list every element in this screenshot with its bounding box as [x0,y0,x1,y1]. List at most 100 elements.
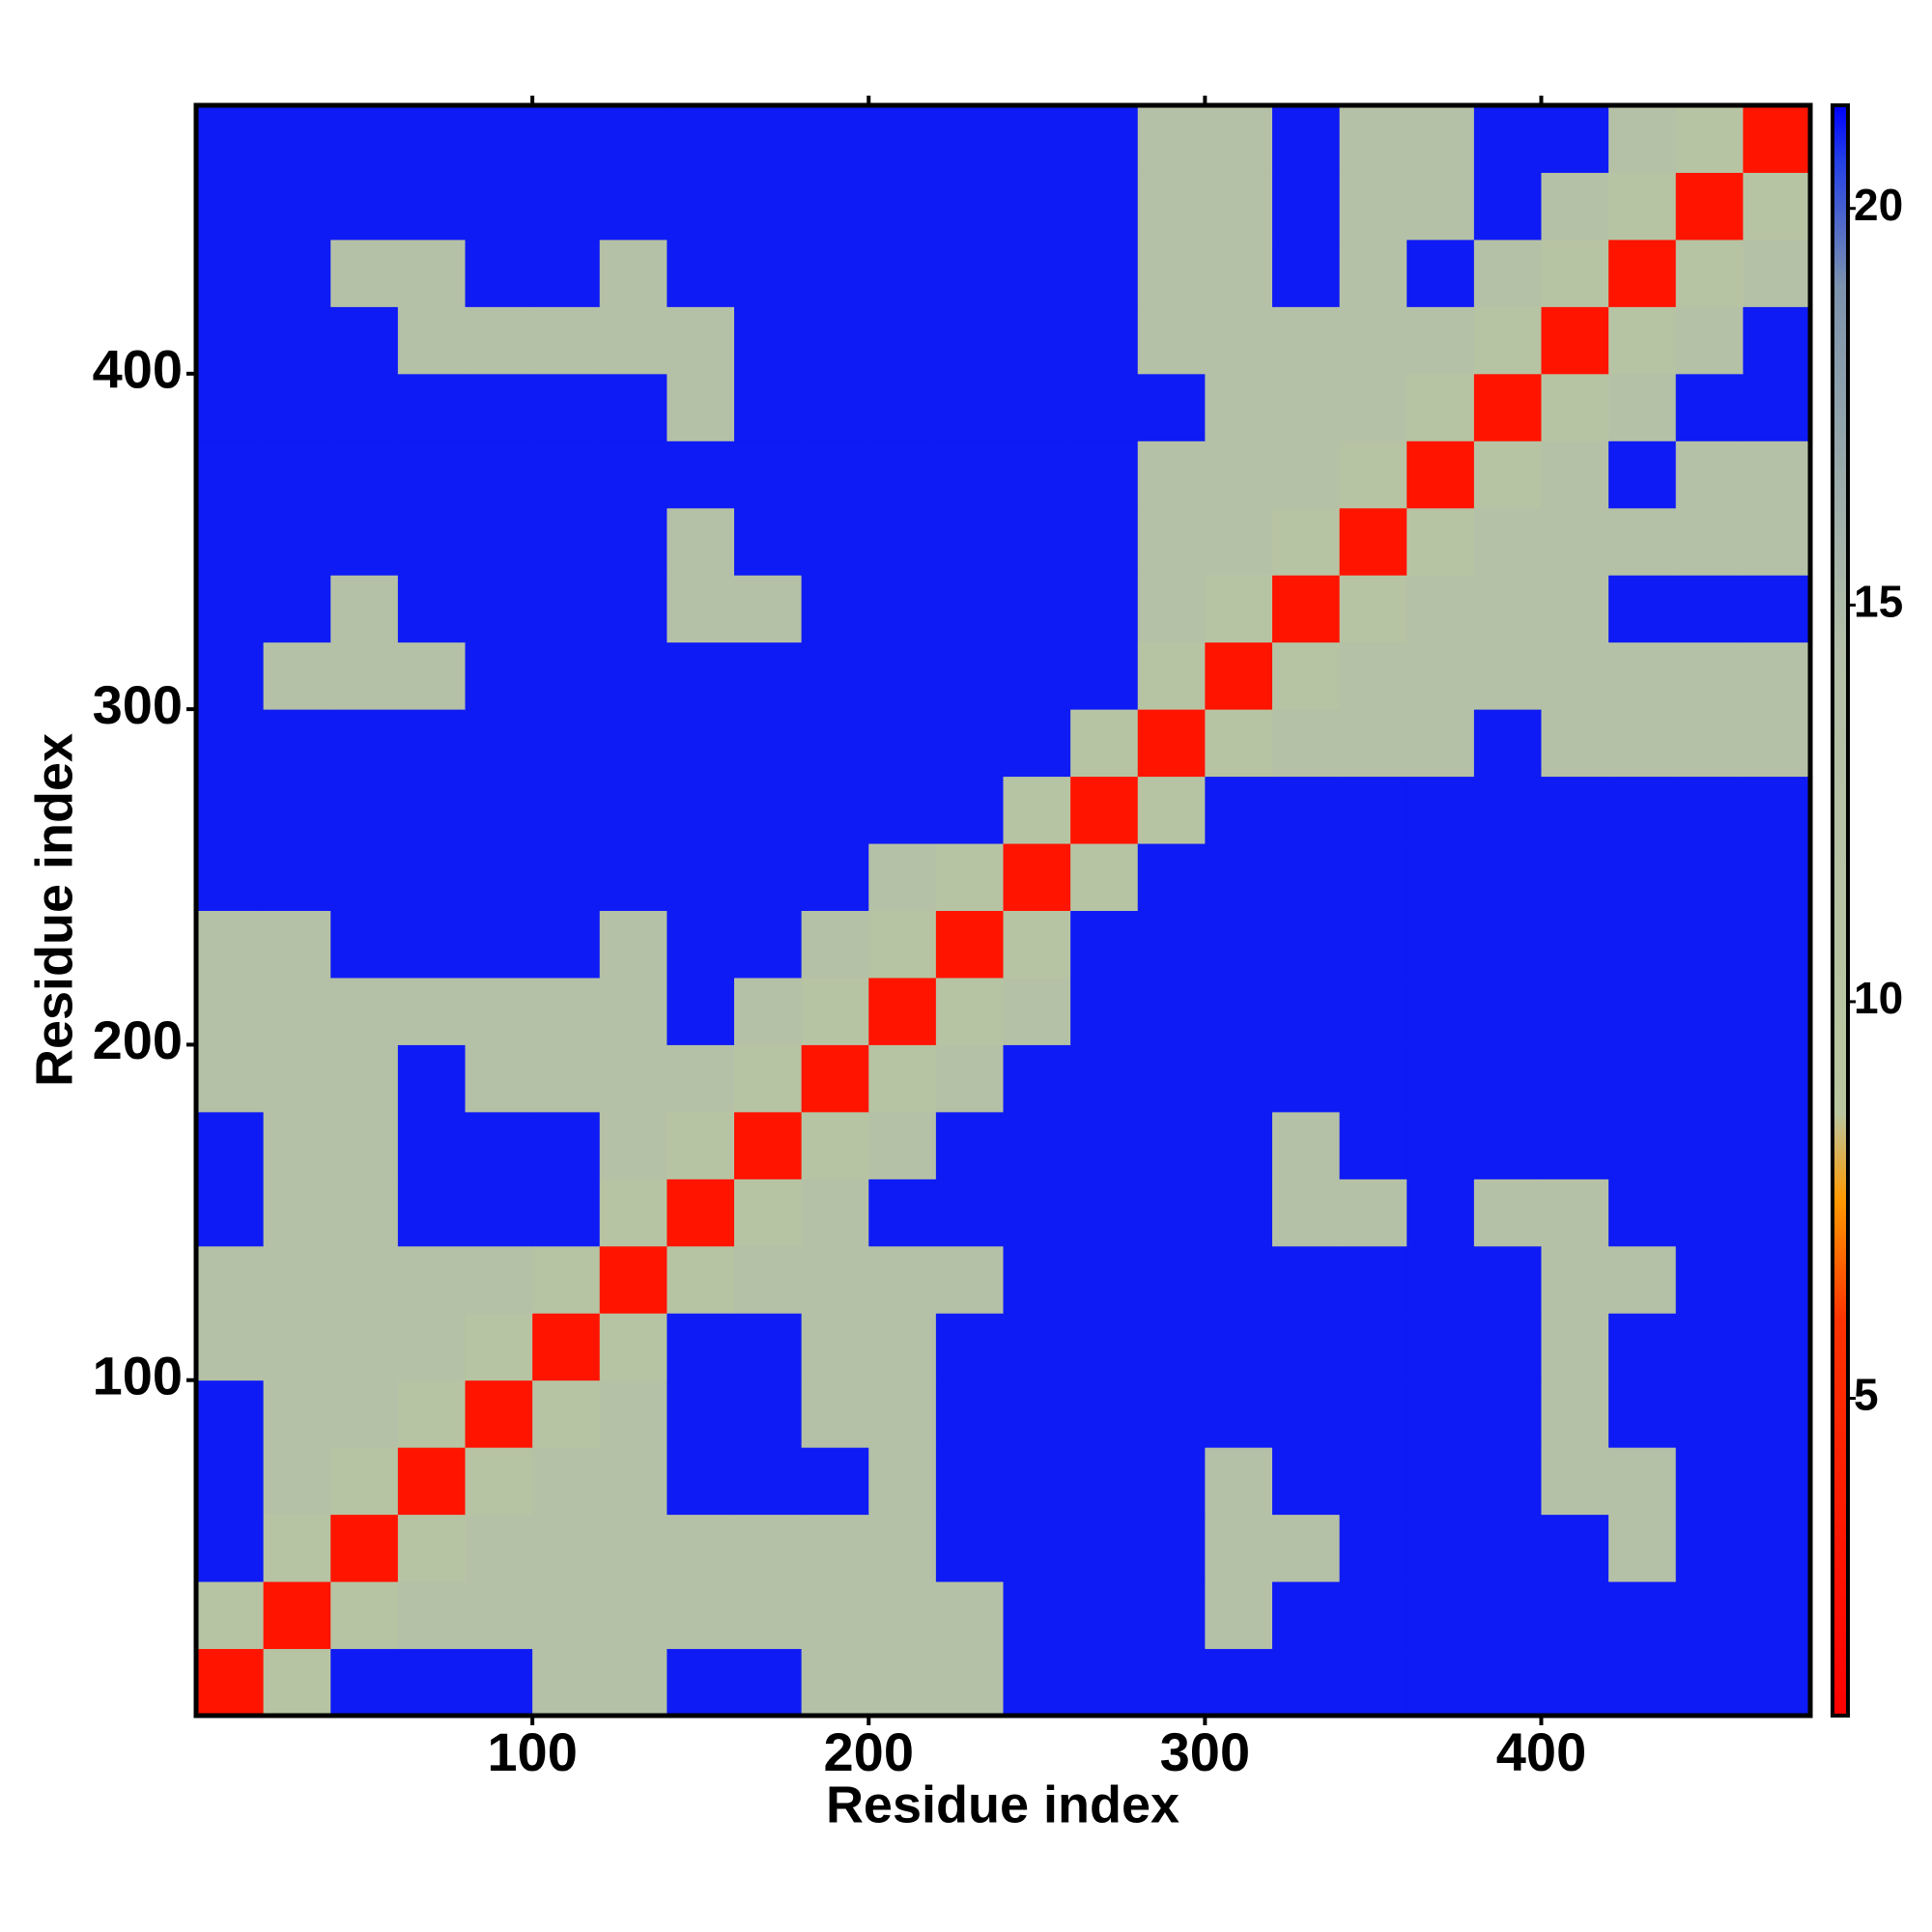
heatmap-cell [532,1179,601,1247]
heatmap-cell [532,1245,601,1314]
heatmap-cell [1137,1514,1206,1582]
heatmap-cell [1743,105,1811,173]
heatmap-cell [599,1179,668,1247]
heatmap-cell [465,239,533,307]
heatmap-cell [1137,1313,1206,1381]
heatmap-cell [1473,1581,1542,1650]
heatmap-cell [1541,709,1609,778]
heatmap-cell [1205,843,1273,911]
heatmap-cell [599,641,668,710]
heatmap-cell [1003,105,1071,173]
heatmap-cell [1675,1179,1744,1247]
heatmap-cell [1608,977,1677,1045]
heatmap-cell [599,1111,668,1179]
heatmap-cell [196,1514,265,1582]
heatmap-cell [734,1245,803,1314]
heatmap-cell [465,641,533,710]
heatmap-cell [1070,172,1139,241]
heatmap-cell [263,373,331,441]
heatmap-cell [1541,1313,1609,1381]
heatmap-cell [1070,239,1139,307]
heatmap-cell [1272,1313,1341,1381]
heatmap-cell [263,1514,331,1582]
heatmap-cell [935,239,1004,307]
heatmap-cell [1541,910,1609,979]
heatmap-cell [465,575,533,643]
heatmap-cell [330,1179,399,1247]
heatmap-cell [1675,1514,1744,1582]
heatmap-cell [734,172,803,241]
heatmap-cell [1070,1111,1139,1179]
heatmap-cell [1205,239,1273,307]
heatmap-cell [1272,440,1341,509]
heatmap-cell [1406,440,1475,509]
heatmap-cell [801,1379,869,1448]
heatmap-cell [1205,910,1273,979]
heatmap-cell [1070,440,1139,509]
heatmap-cell [1675,306,1744,375]
heatmap-cell [1339,1514,1407,1582]
heatmap-cell [868,1514,937,1582]
heatmap-cell [1205,172,1273,241]
heatmap-cell [532,239,601,307]
heatmap-cell [667,105,735,173]
x-tick-label: 200 [824,1721,914,1782]
heatmap-cell [1743,1044,1811,1113]
heatmap-cell [263,1245,331,1314]
heatmap-cell [667,1313,735,1381]
heatmap-cell [1339,1313,1407,1381]
heatmap-cell [1003,239,1071,307]
heatmap-cell [599,373,668,441]
heatmap-cell [1675,507,1744,576]
heatmap-cell [1205,306,1273,375]
heatmap-cell [1743,843,1811,911]
heatmap-cell [1339,306,1407,375]
heatmap-cell [935,1313,1004,1381]
y-tick-label: 100 [93,1346,183,1406]
heatmap-cell [1003,575,1071,643]
heatmap-cell [1473,105,1542,173]
heatmap-cell [532,776,601,844]
heatmap-cell [263,239,331,307]
heatmap-cell [1003,172,1071,241]
heatmap-cell [1070,1514,1139,1582]
heatmap-cell [1272,1245,1341,1314]
heatmap-cell [196,1044,265,1113]
heatmap-cell [667,1179,735,1247]
heatmap-cell [1205,1111,1273,1179]
heatmap-cell [599,843,668,911]
heatmap-cell [1003,709,1071,778]
heatmap-cell [801,1179,869,1247]
heatmap-cell [935,440,1004,509]
heatmap-cell [1003,507,1071,576]
heatmap-cell [397,843,466,911]
heatmap-cell [397,575,466,643]
heatmap-cell [1003,843,1071,911]
heatmap-cell [465,1648,533,1717]
heatmap-cell [1473,977,1542,1045]
heatmap-cell [1406,1313,1475,1381]
heatmap-cell [1339,977,1407,1045]
heatmap-cell [1205,1447,1273,1516]
heatmap-cell [330,373,399,441]
heatmap-cell [397,1313,466,1381]
heatmap-cell [1743,575,1811,643]
heatmap-cell [1272,709,1341,778]
heatmap-cell [935,1044,1004,1113]
heatmap-cell [801,105,869,173]
y-tick-label: 200 [93,1009,183,1070]
heatmap-cell [667,1581,735,1650]
heatmap-cell [1205,373,1273,441]
heatmap-cell [1473,1313,1542,1381]
heatmap-cell [532,1648,601,1717]
heatmap-cell [263,910,331,979]
heatmap-cell [1070,1648,1139,1717]
heatmap-cell [1272,575,1341,643]
heatmap-cell [1743,440,1811,509]
heatmap-cell [667,910,735,979]
heatmap-cell [1473,641,1542,710]
heatmap-cell [599,1648,668,1717]
heatmap-cell [1205,776,1273,844]
heatmap-cell [196,1581,265,1650]
